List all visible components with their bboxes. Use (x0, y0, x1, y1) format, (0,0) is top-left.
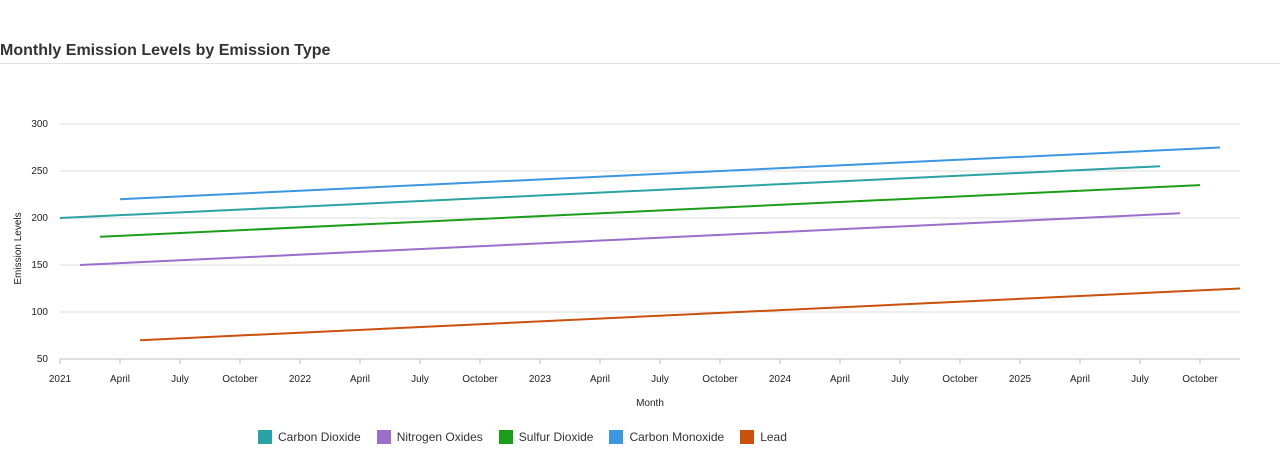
x-tick-label: July (411, 374, 429, 385)
legend-item-lead[interactable]: Lead (740, 430, 787, 444)
x-tick-label: April (1070, 374, 1090, 385)
x-tick-label: October (1182, 374, 1218, 385)
x-axis-ticks: 2021 April July October 2022 April July October… (49, 359, 1218, 385)
legend-swatch (609, 430, 624, 444)
legend-item-carbon-dioxide[interactable]: Carbon Dioxide (258, 430, 361, 444)
y-tick-label: 50 (37, 354, 49, 365)
x-tick-label: April (350, 374, 370, 385)
x-tick-label: July (651, 374, 669, 385)
y-axis-title: Emission Levels (13, 212, 24, 284)
legend: Carbon Dioxide Nitrogen Oxides Sulfur Diox… (258, 430, 787, 444)
title-divider (0, 63, 1280, 64)
legend-swatch (740, 430, 755, 444)
legend-swatch (258, 430, 272, 444)
y-axis-ticks: 50 100 150 200 250 300 (31, 119, 48, 365)
legend-item-nitrogen-oxides[interactable]: Nitrogen Oxides (376, 430, 483, 444)
x-tick-label: 2022 (289, 374, 312, 385)
series-line-lead (139, 287, 1241, 342)
x-tick-label: October (222, 374, 258, 385)
y-tick-label: 200 (31, 213, 48, 224)
legend-label: Lead (760, 430, 787, 444)
series-line-nitrogen-oxides (79, 212, 1181, 266)
gridlines (60, 123, 1240, 360)
series-lines (59, 146, 1241, 342)
x-tick-label: July (891, 374, 909, 385)
legend-swatch (498, 430, 513, 444)
legend-label: Carbon Dioxide (278, 430, 361, 444)
legend-label: Sulfur Dioxide (518, 430, 594, 444)
x-tick-label: 2023 (529, 374, 552, 385)
series-line-carbon-monoxide (119, 146, 1221, 201)
legend-swatch (376, 430, 391, 444)
x-tick-label: July (171, 374, 189, 385)
x-tick-label: October (702, 374, 738, 385)
legend-item-sulfur-dioxide[interactable]: Sulfur Dioxide (498, 430, 594, 444)
x-tick-label: April (110, 374, 130, 385)
y-tick-label: 300 (31, 119, 48, 130)
x-tick-label: July (1131, 374, 1149, 385)
y-tick-label: 150 (31, 260, 48, 271)
x-tick-label: April (830, 374, 850, 385)
legend-item-carbon-monoxide[interactable]: Carbon Monoxide (609, 430, 724, 444)
legend-label: Nitrogen Oxides (396, 430, 483, 444)
chart-title: Monthly Emission Levels by Emission Type (0, 42, 331, 59)
x-tick-label: October (462, 374, 498, 385)
y-tick-label: 100 (31, 307, 48, 318)
x-tick-label: 2021 (49, 374, 72, 385)
x-tick-label: 2024 (769, 374, 792, 385)
legend-label: Carbon Monoxide (629, 430, 725, 444)
x-tick-label: 2025 (1009, 374, 1032, 385)
series-line-carbon-dioxide (59, 165, 1161, 219)
x-tick-label: April (590, 374, 610, 385)
x-axis-title: Month (636, 398, 664, 409)
x-tick-label: October (942, 374, 978, 385)
y-tick-label: 250 (31, 166, 48, 177)
series-line-sulfur-dioxide (99, 184, 1201, 238)
